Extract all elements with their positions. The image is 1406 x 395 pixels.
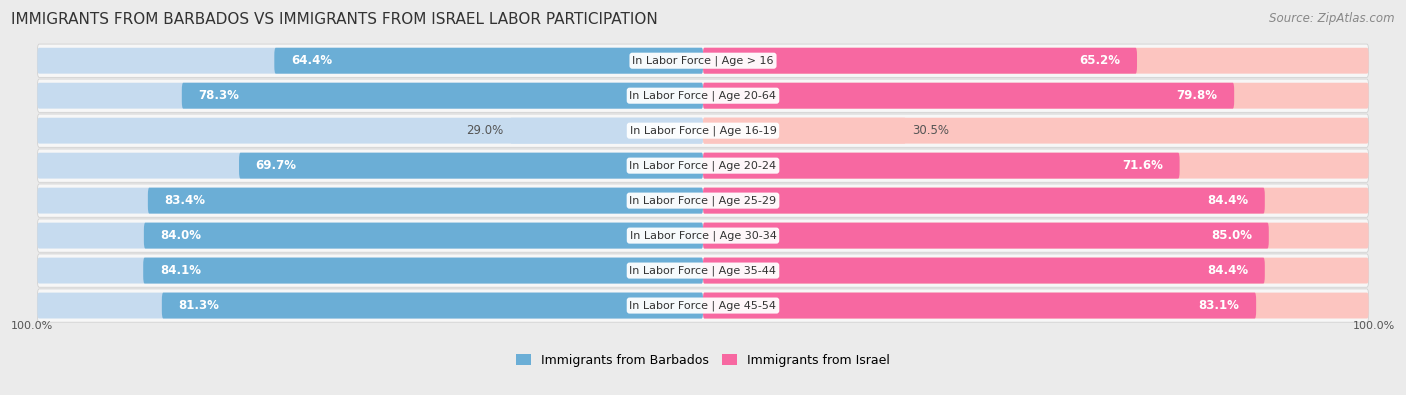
Text: 65.2%: 65.2% [1080,54,1121,67]
FancyBboxPatch shape [703,293,1256,318]
Text: 64.4%: 64.4% [291,54,332,67]
FancyBboxPatch shape [38,149,1368,182]
FancyBboxPatch shape [143,223,703,248]
Text: 69.7%: 69.7% [256,159,297,172]
Text: In Labor Force | Age 20-24: In Labor Force | Age 20-24 [630,160,776,171]
Text: 29.0%: 29.0% [465,124,503,137]
Text: In Labor Force | Age 25-29: In Labor Force | Age 25-29 [630,196,776,206]
Text: 84.0%: 84.0% [160,229,201,242]
Text: In Labor Force | Age > 16: In Labor Force | Age > 16 [633,55,773,66]
Text: 78.3%: 78.3% [198,89,239,102]
Text: In Labor Force | Age 30-34: In Labor Force | Age 30-34 [630,230,776,241]
Text: 79.8%: 79.8% [1177,89,1218,102]
FancyBboxPatch shape [38,293,703,318]
Text: In Labor Force | Age 35-44: In Labor Force | Age 35-44 [630,265,776,276]
Text: 30.5%: 30.5% [912,124,949,137]
FancyBboxPatch shape [38,48,703,73]
Text: 100.0%: 100.0% [11,321,53,331]
FancyBboxPatch shape [703,118,1368,144]
FancyBboxPatch shape [38,79,1368,112]
FancyBboxPatch shape [38,83,703,109]
FancyBboxPatch shape [703,153,1180,179]
FancyBboxPatch shape [38,153,703,179]
Text: 71.6%: 71.6% [1122,159,1163,172]
Text: 84.1%: 84.1% [160,264,201,277]
Text: 100.0%: 100.0% [1353,321,1395,331]
FancyBboxPatch shape [38,114,1368,147]
Text: In Labor Force | Age 20-64: In Labor Force | Age 20-64 [630,90,776,101]
FancyBboxPatch shape [703,188,1368,214]
Text: Source: ZipAtlas.com: Source: ZipAtlas.com [1270,12,1395,25]
FancyBboxPatch shape [703,258,1368,284]
FancyBboxPatch shape [181,83,703,109]
FancyBboxPatch shape [274,48,703,73]
FancyBboxPatch shape [38,219,1368,252]
FancyBboxPatch shape [38,44,1368,77]
FancyBboxPatch shape [38,223,703,248]
FancyBboxPatch shape [148,188,703,214]
FancyBboxPatch shape [703,293,1368,318]
FancyBboxPatch shape [703,258,1265,284]
Legend: Immigrants from Barbados, Immigrants from Israel: Immigrants from Barbados, Immigrants fro… [512,349,894,372]
Text: 85.0%: 85.0% [1211,229,1253,242]
Text: 84.4%: 84.4% [1206,194,1249,207]
FancyBboxPatch shape [162,293,703,318]
Text: In Labor Force | Age 16-19: In Labor Force | Age 16-19 [630,125,776,136]
Text: In Labor Force | Age 45-54: In Labor Force | Age 45-54 [630,300,776,311]
Text: 81.3%: 81.3% [179,299,219,312]
FancyBboxPatch shape [38,118,703,144]
FancyBboxPatch shape [703,48,1368,73]
FancyBboxPatch shape [703,223,1268,248]
FancyBboxPatch shape [703,83,1368,109]
FancyBboxPatch shape [703,118,905,144]
FancyBboxPatch shape [703,223,1368,248]
FancyBboxPatch shape [38,289,1368,322]
Text: 83.1%: 83.1% [1198,299,1240,312]
FancyBboxPatch shape [703,153,1368,179]
FancyBboxPatch shape [143,258,703,284]
FancyBboxPatch shape [703,48,1137,73]
FancyBboxPatch shape [510,118,703,144]
FancyBboxPatch shape [239,153,703,179]
FancyBboxPatch shape [703,188,1265,214]
Text: IMMIGRANTS FROM BARBADOS VS IMMIGRANTS FROM ISRAEL LABOR PARTICIPATION: IMMIGRANTS FROM BARBADOS VS IMMIGRANTS F… [11,12,658,27]
FancyBboxPatch shape [38,184,1368,217]
Text: 83.4%: 83.4% [165,194,205,207]
FancyBboxPatch shape [38,258,703,284]
FancyBboxPatch shape [38,254,1368,287]
FancyBboxPatch shape [703,83,1234,109]
FancyBboxPatch shape [38,188,703,214]
Text: 84.4%: 84.4% [1206,264,1249,277]
